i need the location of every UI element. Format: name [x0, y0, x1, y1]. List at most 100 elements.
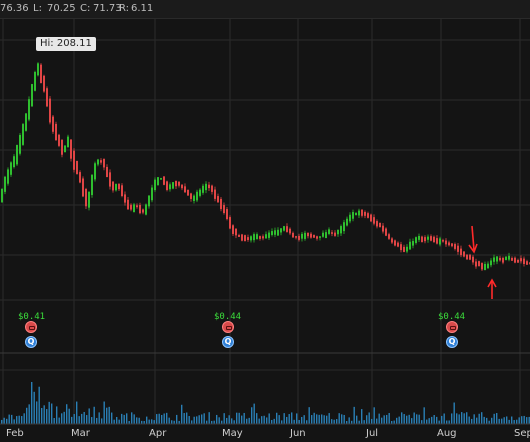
candle-body — [160, 178, 162, 180]
candle-body — [430, 236, 432, 241]
volume-bar — [436, 416, 438, 424]
candle-body — [145, 204, 147, 215]
candle-body — [418, 236, 420, 240]
candle-body — [283, 226, 285, 231]
candle-body — [151, 187, 153, 201]
candle-body — [76, 160, 78, 174]
volume-bar — [46, 409, 48, 424]
volume-bar — [63, 411, 65, 424]
volume-bar — [196, 416, 198, 424]
volume-bar — [528, 416, 530, 424]
close-value: 71.73 — [93, 3, 122, 14]
candle-body — [1, 188, 3, 203]
candle-body — [421, 236, 423, 243]
volume-bar — [488, 420, 490, 424]
candle-body — [406, 246, 408, 252]
candle-body — [505, 256, 507, 260]
volume-bar — [376, 418, 378, 424]
candle-body — [265, 234, 267, 239]
dividend-icon[interactable] — [222, 321, 234, 333]
month-label: Feb — [6, 428, 24, 439]
volume-bar — [301, 416, 303, 424]
candle-body — [100, 160, 102, 163]
volume-bar — [323, 415, 325, 424]
volume-bar — [111, 412, 113, 424]
candle-body — [67, 136, 69, 148]
candle-body — [322, 232, 324, 237]
earnings-icon[interactable]: Q — [222, 336, 234, 348]
volume-bar — [293, 419, 295, 424]
candle-body — [307, 232, 309, 237]
candle-body — [364, 211, 366, 216]
dividend-label: $0.44 — [214, 312, 242, 322]
candle-body — [325, 232, 327, 239]
candle-body — [268, 232, 270, 238]
volume-bar — [461, 412, 463, 424]
volume-bar — [238, 412, 240, 424]
volume-bar — [483, 416, 485, 424]
volume-bar — [251, 407, 253, 424]
volume-bar — [28, 404, 30, 424]
candle-body — [202, 185, 204, 193]
volume-bar — [481, 412, 483, 424]
volume-bar — [33, 391, 35, 424]
volume-bar — [96, 417, 98, 424]
candle-body — [310, 233, 312, 238]
volume-bar — [381, 417, 383, 424]
volume-bar — [68, 408, 70, 424]
volume-bar — [26, 407, 28, 424]
volume-bar — [506, 416, 508, 424]
candle-body — [484, 263, 486, 271]
candle-body — [4, 176, 6, 192]
volume-bar — [126, 413, 128, 424]
volume-bar — [91, 417, 93, 424]
volume-bar — [218, 417, 220, 424]
volume-bar — [103, 401, 105, 424]
candle-body — [463, 251, 465, 257]
earnings-icon[interactable]: Q — [446, 336, 458, 348]
candle-body — [454, 244, 456, 249]
volume-bar — [281, 420, 283, 424]
candle-body — [247, 237, 249, 241]
candle-body — [301, 233, 303, 239]
volume-bar — [331, 419, 333, 424]
volume-bar — [228, 415, 230, 424]
candle-body — [481, 263, 483, 270]
volume-bar — [333, 419, 335, 424]
candle-body — [70, 139, 72, 159]
volume-bar — [101, 418, 103, 424]
volume-bar — [271, 419, 273, 424]
candle-body — [94, 163, 96, 180]
candle-body — [451, 243, 453, 247]
candle-body — [511, 257, 513, 261]
earnings-icon[interactable]: Q — [25, 336, 37, 348]
candle-body — [277, 229, 279, 236]
candle-body — [376, 221, 378, 227]
volume-bar — [76, 401, 78, 424]
candle-body — [208, 184, 210, 189]
candle-body — [466, 254, 468, 260]
candle-body — [37, 63, 39, 76]
volume-bar — [13, 419, 15, 424]
candle-body — [436, 238, 438, 244]
candle-body — [223, 205, 225, 213]
volume-bar — [51, 403, 53, 424]
volume-bar — [498, 418, 500, 424]
volume-bar — [458, 414, 460, 424]
low-value: 70.25 — [47, 3, 76, 14]
candle-body — [415, 237, 417, 243]
volume-bar — [391, 420, 393, 424]
volume-bar — [453, 402, 455, 424]
volume-bar — [3, 417, 5, 424]
volume-bar — [526, 417, 528, 424]
volume-bar — [233, 420, 235, 424]
month-label: Mar — [71, 428, 90, 439]
volume-bar — [113, 419, 115, 424]
dividend-icon[interactable] — [446, 321, 458, 333]
dividend-icon[interactable] — [25, 321, 37, 333]
volume-bar — [398, 416, 400, 424]
volume-bar — [213, 420, 215, 424]
volume-bar — [56, 406, 58, 424]
